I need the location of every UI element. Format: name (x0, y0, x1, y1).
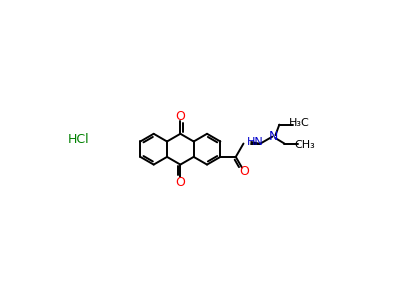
Text: HCl: HCl (68, 134, 90, 146)
Text: O: O (239, 165, 249, 178)
Text: HN: HN (247, 137, 264, 147)
Text: O: O (176, 110, 185, 123)
Text: H₃C: H₃C (289, 118, 310, 128)
Text: N: N (268, 130, 278, 143)
Text: O: O (176, 176, 185, 189)
Text: CH₃: CH₃ (294, 140, 315, 150)
